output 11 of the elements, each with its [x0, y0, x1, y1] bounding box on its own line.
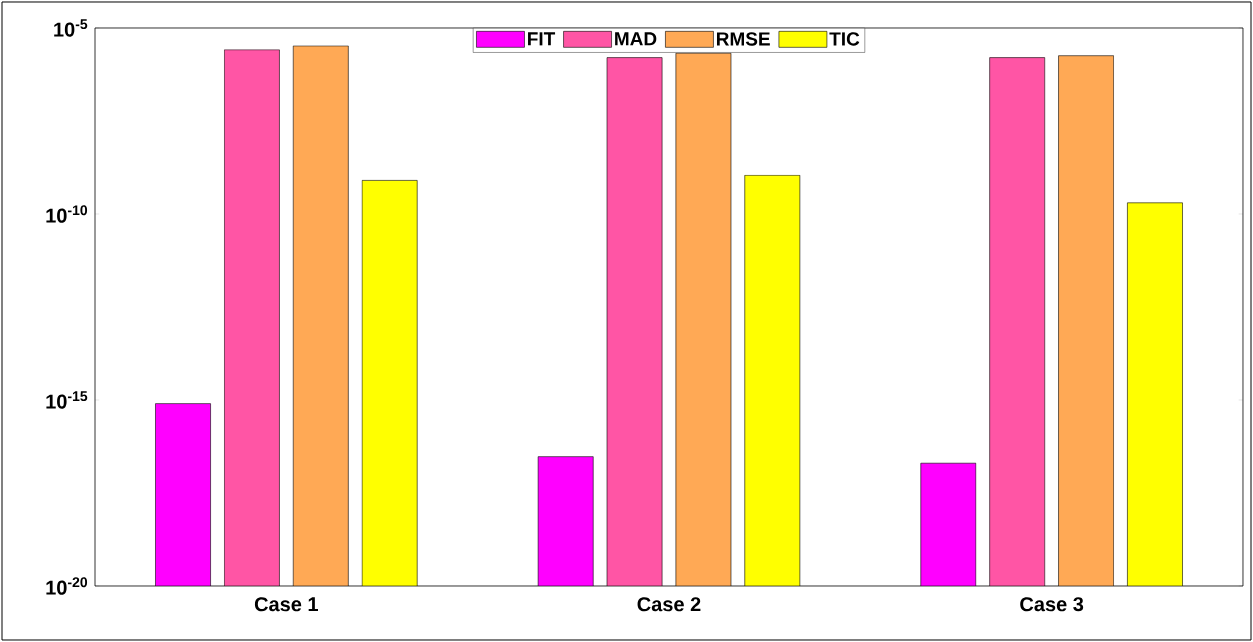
legend-label: MAD — [615, 32, 657, 46]
legend-label: FIT — [528, 32, 556, 46]
legend-label: RMSE — [716, 32, 770, 46]
x-tick-label: Case 2 — [637, 597, 701, 612]
y-tick-label: 10$^{-5}$ — [54, 19, 88, 37]
y-tick-label: 10$^{-10}$ — [46, 205, 88, 223]
legend-label: TIC — [829, 32, 860, 46]
y-tick-label: 10$^{-20}$ — [46, 577, 88, 595]
x-tick-label: Case 3 — [1020, 597, 1084, 612]
y-tick-label: 10$^{-15}$ — [46, 391, 88, 409]
x-tick-label: Case 1 — [254, 597, 318, 612]
